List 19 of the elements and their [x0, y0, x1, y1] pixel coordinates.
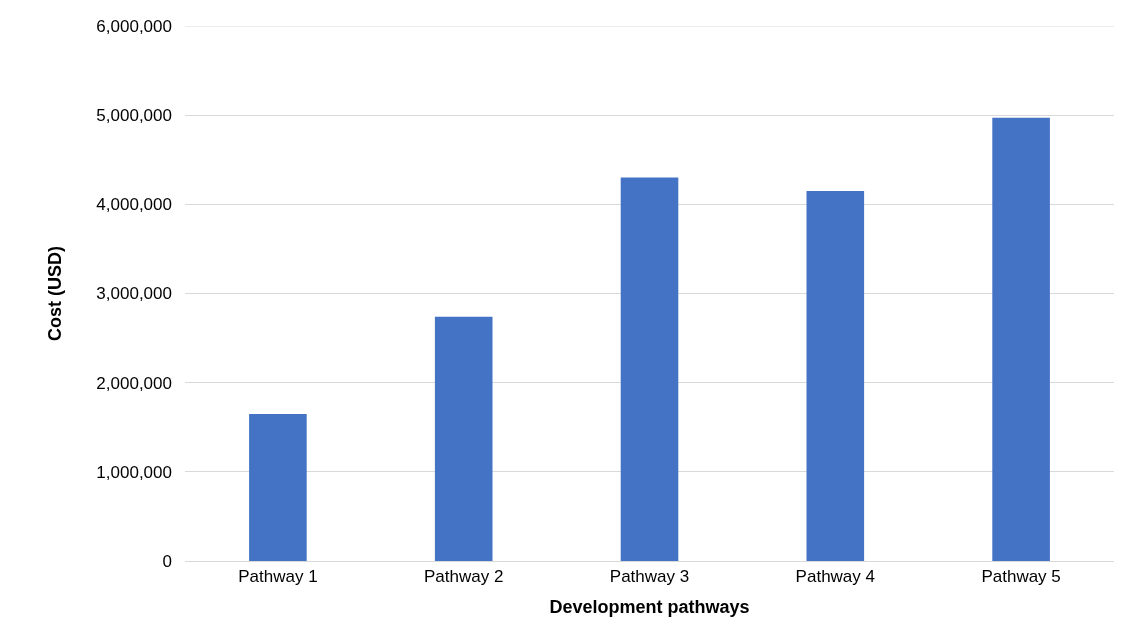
bar	[249, 413, 307, 561]
y-tick-label: 5,000,000	[96, 106, 172, 126]
y-tick-label: 1,000,000	[96, 462, 172, 482]
x-tick-label: Pathway 5	[981, 567, 1061, 587]
x-tick-label: Pathway 1	[238, 567, 318, 587]
y-tick-label: 6,000,000	[96, 16, 172, 36]
y-tick-label: 4,000,000	[96, 195, 172, 215]
bar	[992, 117, 1050, 561]
bar	[806, 190, 865, 561]
x-tick-label: Pathway 3	[609, 567, 690, 587]
y-tick-label: 3,000,000	[96, 284, 172, 304]
y-axis-title: Cost (USD)	[44, 246, 65, 341]
y-tick-label: 2,000,000	[96, 373, 172, 393]
x-axis-title: Development pathways	[549, 596, 750, 617]
x-tick-label: Pathway 4	[795, 567, 875, 587]
bar	[620, 177, 679, 561]
y-tick-label: 0	[162, 551, 172, 571]
bar	[434, 316, 493, 561]
x-tick-label: Pathway 2	[424, 567, 504, 587]
